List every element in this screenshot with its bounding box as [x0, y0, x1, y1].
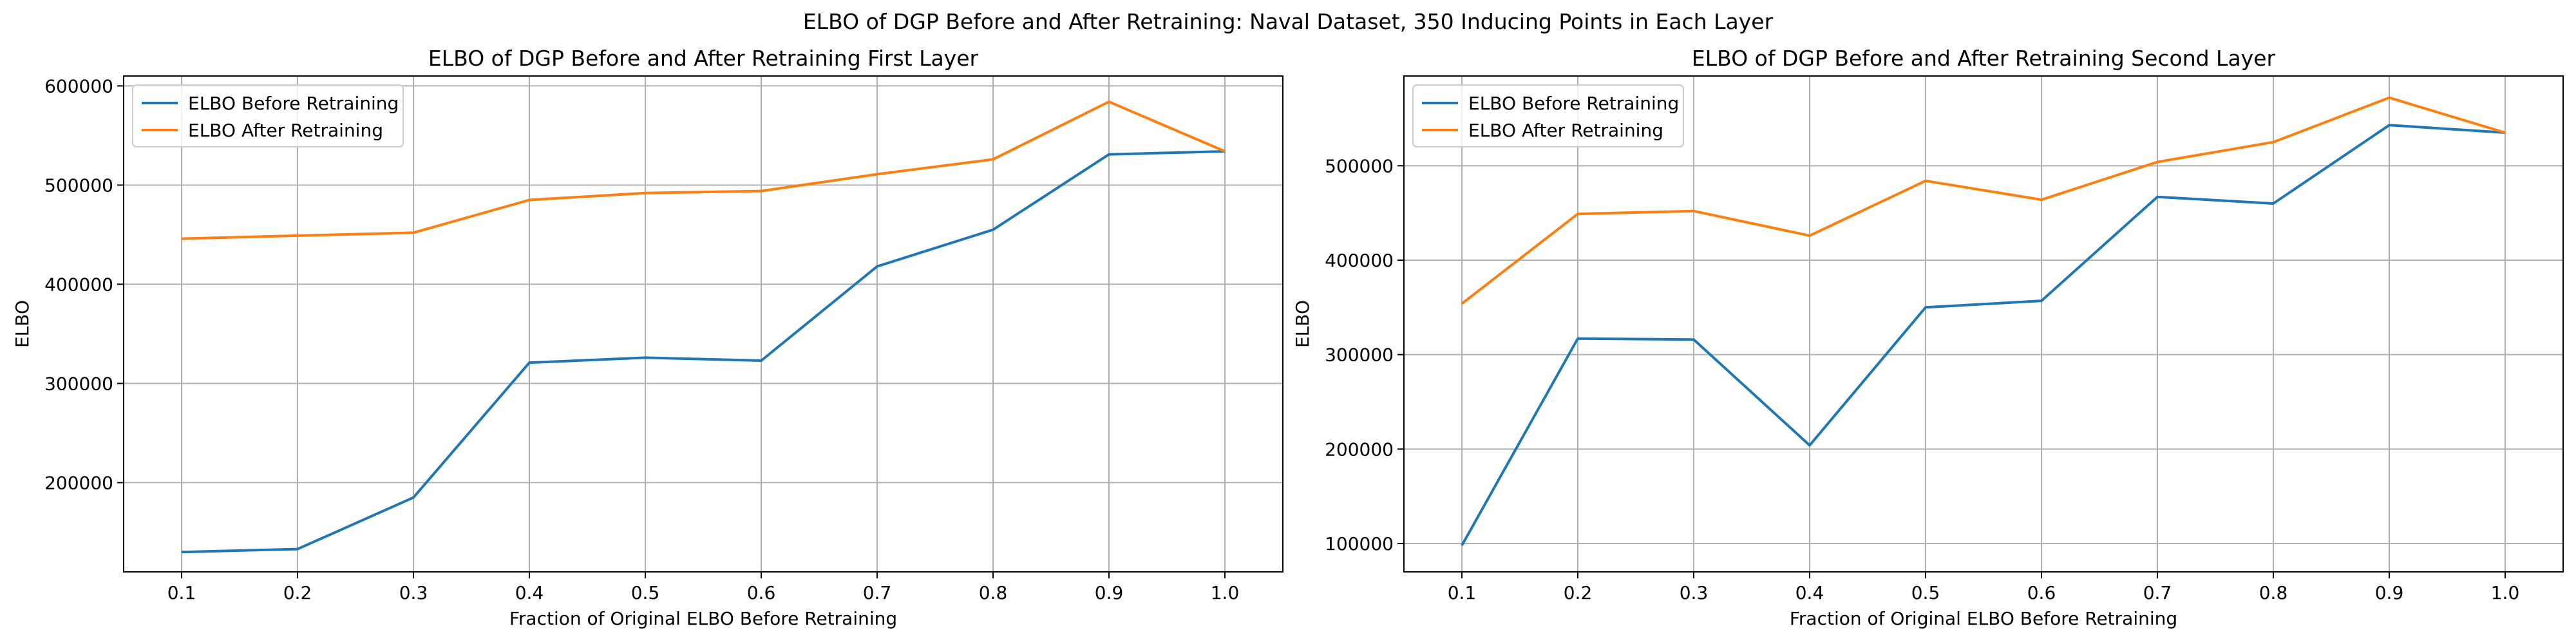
data-point — [528, 199, 531, 202]
data-point — [2504, 131, 2506, 134]
x-tick-label: 0.8 — [2259, 582, 2288, 603]
x-tick-label: 0.1 — [1448, 582, 1477, 603]
y-tick-label: 300000 — [1325, 345, 1394, 366]
data-point — [1808, 234, 1811, 237]
y-tick-label: 600000 — [44, 75, 113, 97]
legend-label: ELBO Before Retraining — [188, 93, 399, 114]
data-point — [296, 234, 299, 237]
data-point — [760, 359, 762, 362]
x-tick-label: 1.0 — [1211, 582, 1240, 603]
data-point — [1692, 210, 1695, 213]
data-point — [1577, 213, 1579, 215]
y-axis-label: ELBO — [1292, 300, 1313, 348]
y-tick-label: 500000 — [44, 175, 113, 196]
y-tick-label: 500000 — [1325, 155, 1394, 176]
x-tick-label: 0.4 — [1795, 582, 1824, 603]
data-point — [528, 361, 531, 364]
data-point — [644, 192, 647, 194]
plot-area — [124, 76, 1283, 572]
x-tick-label: 0.5 — [1911, 582, 1940, 603]
y-axis-label: ELBO — [12, 300, 33, 348]
data-point — [2272, 141, 2275, 144]
panel-first-layer: 0.1 0.2 0.3 0.4 0.5 0.6 0.7 0.8 0.9 1.0 200000 3000… — [12, 46, 1283, 629]
y-tick-label: 100000 — [1325, 533, 1394, 554]
series-line-before-retraining — [1461, 124, 2506, 546]
series-line-after-retraining — [181, 100, 1226, 240]
data-point — [296, 548, 299, 551]
x-axis-label: Fraction of Original ELBO Before Retrain… — [509, 608, 897, 629]
data-point — [1108, 153, 1110, 156]
x-tick-label: 0.9 — [1095, 582, 1124, 603]
x-tick-label: 0.6 — [2027, 582, 2056, 603]
data-point — [2388, 97, 2391, 99]
y-tick-label: 400000 — [1325, 250, 1394, 271]
data-point — [180, 238, 183, 240]
data-point — [412, 497, 415, 499]
axes-title: ELBO of DGP Before and After Retraining … — [428, 46, 979, 71]
data-point — [1692, 338, 1695, 341]
data-point — [1808, 444, 1811, 446]
data-point — [1461, 302, 1463, 305]
data-point — [2156, 196, 2159, 198]
data-point — [1924, 306, 1927, 308]
x-tick-label: 0.1 — [167, 582, 196, 603]
legend-label: ELBO After Retraining — [188, 120, 383, 141]
y-tick-label: 200000 — [44, 472, 113, 493]
y-tick-label: 200000 — [1325, 439, 1394, 460]
data-point — [1224, 150, 1226, 153]
x-tick-label: 0.4 — [515, 582, 544, 603]
series-line-after-retraining — [1461, 96, 2506, 305]
data-point — [1108, 100, 1110, 103]
x-tick-label: 1.0 — [2491, 582, 2520, 603]
data-point — [760, 190, 762, 193]
x-tick-label: 0.3 — [1680, 582, 1709, 603]
data-point — [1461, 544, 1463, 547]
x-tick-label: 0.7 — [863, 582, 892, 603]
data-point — [412, 231, 415, 234]
x-tick-label: 0.2 — [283, 582, 312, 603]
data-point — [644, 356, 647, 359]
data-point — [180, 551, 183, 553]
panel-second-layer: 0.1 0.2 0.3 0.4 0.5 0.6 0.7 0.8 0.9 1.0 100000 2000… — [1292, 46, 2564, 629]
data-point — [1924, 180, 1927, 182]
data-point — [2040, 299, 2043, 302]
legend-box — [132, 84, 404, 147]
x-axis-label: Fraction of Original ELBO Before Retrain… — [1790, 608, 2177, 629]
data-point — [2156, 160, 2159, 163]
data-point — [876, 265, 878, 268]
plot-area — [1404, 76, 2563, 572]
data-point — [876, 173, 878, 175]
legend-label: ELBO Before Retraining — [1468, 93, 1679, 114]
x-tick-label: 0.9 — [2375, 582, 2404, 603]
data-point — [2272, 202, 2275, 205]
axes-frame — [123, 75, 1283, 573]
legend-box — [1412, 84, 1684, 147]
y-tick-label: 300000 — [44, 373, 113, 394]
y-tick-label: 400000 — [44, 274, 113, 295]
figure-suptitle: ELBO of DGP Before and After Retraining:… — [803, 9, 1774, 34]
x-tick-label: 0.7 — [2143, 582, 2172, 603]
x-tick-label: 0.6 — [747, 582, 776, 603]
series-line-before-retraining — [181, 150, 1226, 554]
x-tick-label: 0.3 — [399, 582, 428, 603]
data-point — [2388, 124, 2391, 126]
x-tick-label: 0.5 — [631, 582, 660, 603]
data-point — [992, 229, 994, 231]
data-point — [1577, 337, 1579, 340]
data-point — [992, 158, 994, 160]
legend-label: ELBO After Retraining — [1468, 120, 1663, 141]
x-tick-label: 0.8 — [979, 582, 1008, 603]
data-point — [2040, 198, 2043, 201]
axes-title: ELBO of DGP Before and After Retraining … — [1692, 46, 2276, 71]
x-tick-label: 0.2 — [1564, 582, 1593, 603]
axes-frame — [1403, 75, 2564, 573]
